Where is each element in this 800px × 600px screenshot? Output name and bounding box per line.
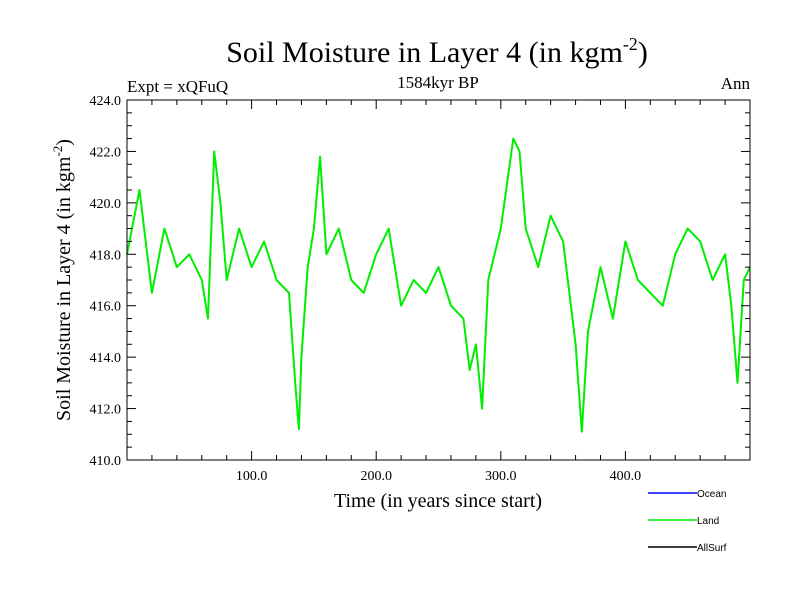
y-tick-label: 416.0 [90, 300, 122, 315]
legend-label-allsurf: AllSurf [697, 543, 727, 554]
expt-label: Expt = xQFuQ [127, 77, 228, 96]
y-tick-label: 424.0 [90, 94, 122, 109]
chart-subtitle: 1584kyr BP [397, 73, 479, 92]
x-tick-label: 100.0 [236, 469, 268, 484]
period-label: Ann [721, 74, 751, 93]
x-axis-label: Time (in years since start) [334, 490, 542, 512]
x-tick-label: 400.0 [610, 469, 642, 484]
y-tick-label: 418.0 [90, 248, 122, 263]
chart-title-sup: -2 [623, 34, 638, 54]
y-tick-label: 420.0 [90, 197, 122, 212]
plot-frame [126, 99, 751, 461]
y-axis-label-sup: -2 [50, 146, 65, 157]
series-line-land [126, 137, 751, 433]
chart-title-close: ) [638, 36, 648, 69]
chart-title: Soil Moisture in Layer 4 (in kgm-2) [226, 34, 648, 69]
plot-area: 100.0 200.0 300.0 400.0 410.0 412.0 414.0 416.0… [90, 94, 751, 484]
y-axis-label: Soil Moisture in Layer 4 (in kgm-2) [50, 139, 75, 421]
legend-label-ocean: Ocean [697, 489, 726, 500]
y-axis-label-close: ) [53, 139, 75, 146]
y-tick-label: 410.0 [90, 454, 122, 469]
y-tick-label: 412.0 [90, 403, 122, 418]
y-tick-label: 414.0 [90, 351, 122, 366]
y-tick-label: 422.0 [90, 145, 122, 160]
legend: Ocean Land AllSurf [648, 489, 727, 554]
x-tick-label: 200.0 [360, 469, 392, 484]
legend-label-land: Land [697, 516, 719, 527]
x-tick-label: 300.0 [485, 469, 517, 484]
